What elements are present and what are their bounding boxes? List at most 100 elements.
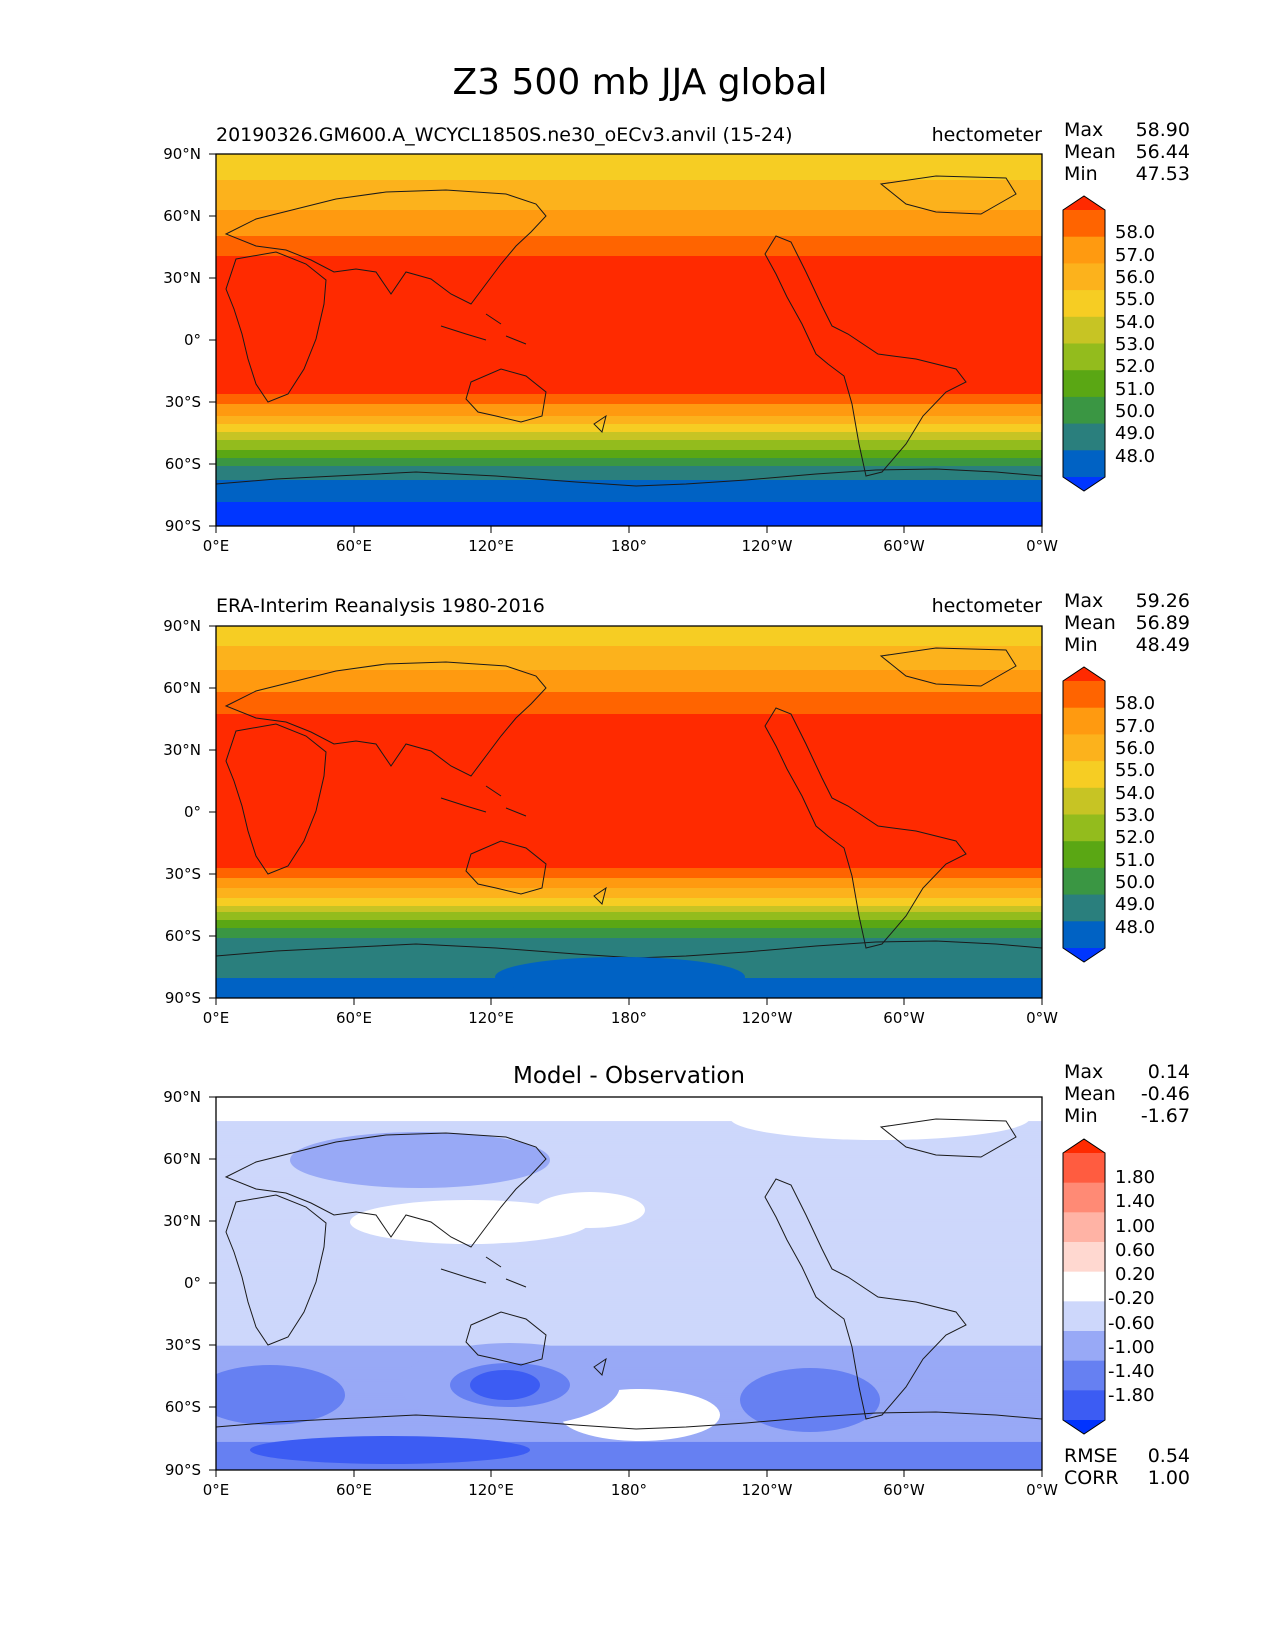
contour-band: [216, 458, 1042, 461]
contour-band: [216, 770, 1042, 773]
contour-band: [216, 356, 1042, 359]
contour-band: [216, 1337, 1042, 1341]
x-tick-label: 0°W: [1026, 1481, 1058, 1499]
contour-band: [216, 330, 1042, 333]
contour-band: [216, 1259, 1042, 1263]
contour-band: [216, 662, 1042, 665]
contour-band: [216, 1275, 1042, 1279]
contour-band: [216, 1235, 1042, 1238]
colorbar-segment: [1063, 814, 1105, 842]
y-tick-label: 90°N: [163, 145, 201, 163]
contour-band: [216, 488, 1042, 491]
contour-band: [216, 236, 1042, 239]
contour-band: [216, 1375, 1042, 1379]
contour-band: [216, 724, 1042, 727]
contour-band: [216, 498, 1042, 501]
contour-band: [216, 520, 1042, 523]
coastline-greenland: [879, 647, 1017, 687]
contour-band: [216, 1135, 1042, 1138]
colorbar-label: 52.0: [1115, 827, 1155, 848]
contour-band: [216, 160, 1042, 163]
anomaly-blobs: [216, 1097, 1030, 1464]
contour-band: [216, 1443, 1042, 1447]
colorbar: 58.0 57.0 56.0 55.0 54.0 53.0 52.0 51.0 …: [1062, 666, 1155, 963]
contour-band: [216, 950, 1042, 953]
contour-band: [216, 386, 1042, 389]
contour-band: [216, 804, 1042, 807]
contour-band: [216, 332, 1042, 335]
stat-label-min: Min: [1064, 1105, 1098, 1127]
contour-band: [216, 246, 1042, 249]
contour-band: [216, 1297, 1042, 1301]
contour-band: [216, 628, 1042, 631]
colorbar-label: 57.0: [1115, 716, 1155, 737]
colorbar-extend-max: [1063, 667, 1105, 681]
contour-band: [216, 1385, 1042, 1389]
contour-band: [216, 1145, 1042, 1148]
colorbar-labels: 58.0 57.0 56.0 55.0 54.0 53.0 52.0 51.0 …: [1115, 693, 1155, 938]
contour-band: [216, 842, 1042, 845]
contour-bands: [216, 626, 1042, 998]
contour-band: [216, 882, 1042, 885]
contour-band: [216, 1251, 1042, 1255]
contour-band: [216, 732, 1042, 735]
contour-band: [216, 774, 1042, 777]
contour-band: [216, 442, 1042, 445]
contour-band: [216, 910, 1042, 913]
contour-band: [216, 816, 1042, 819]
y-axis: 90°N 60°N 30°N 0° 30°S 60°S 90°S: [163, 1088, 216, 1479]
colorbar-segment: [1063, 1271, 1105, 1302]
contour-band: [216, 480, 1042, 483]
contour-band: [216, 754, 1042, 757]
contour-band: [216, 310, 1042, 313]
contour-band: [216, 454, 1042, 457]
colorbar: 1.80 1.40 1.00 0.60 0.20 -0.20 -0.60 -1.…: [1062, 1138, 1155, 1435]
contour-band: [216, 452, 1042, 455]
colorbar-label: 57.0: [1115, 245, 1155, 266]
contour-band: [216, 156, 1042, 159]
stat-label-mean: Mean: [1064, 141, 1116, 163]
contour-band: [216, 422, 1042, 425]
contour-band: [216, 844, 1042, 847]
contour-band: [216, 1113, 1042, 1116]
colorbar-label: 51.0: [1115, 379, 1155, 400]
contour-band: [216, 184, 1042, 187]
colorbar-extend-max: [1063, 1139, 1105, 1153]
contour-band: [216, 1321, 1042, 1325]
colorbar-extend-max: [1063, 196, 1105, 210]
contour-band: [216, 292, 1042, 295]
stat-value-mean: 56.44: [1136, 141, 1190, 163]
colorbar-outline: [1062, 666, 1106, 963]
contour-band: [216, 214, 1042, 217]
contour-band: [216, 470, 1042, 473]
contour-band: [216, 368, 1042, 371]
contour-band: [216, 382, 1042, 385]
contour-band: [216, 880, 1042, 883]
contour-band: [216, 740, 1042, 743]
contour-band: [216, 338, 1042, 341]
colorbar-segment: [1063, 290, 1105, 318]
contour-band: [216, 1455, 1042, 1459]
contour-band: [216, 916, 1042, 919]
colorbar-label: 1.00: [1115, 1216, 1155, 1237]
colorbar-label: 1.80: [1115, 1167, 1155, 1188]
contour-band: [216, 800, 1042, 803]
x-ticks: [215, 998, 1043, 1005]
contour-band: [216, 1175, 1042, 1178]
contour-band: [216, 432, 1042, 435]
contour-band: [216, 1147, 1042, 1150]
x-tick-label: 0°E: [203, 1009, 230, 1027]
colorbar-segment: [1063, 1301, 1105, 1332]
contour-band: [216, 1317, 1042, 1321]
contour-band: [216, 1283, 1042, 1287]
contour-band: [216, 954, 1042, 957]
stat-label-corr: CORR: [1064, 1467, 1119, 1489]
contour-band: [216, 746, 1042, 749]
contour-band: [216, 286, 1042, 289]
coastline-americas: [764, 235, 967, 477]
stat-label-min: Min: [1064, 163, 1098, 185]
contour-band: [216, 404, 1042, 407]
contour-band: [216, 384, 1042, 387]
contour-band: [216, 190, 1042, 193]
contour-band: [216, 862, 1042, 865]
